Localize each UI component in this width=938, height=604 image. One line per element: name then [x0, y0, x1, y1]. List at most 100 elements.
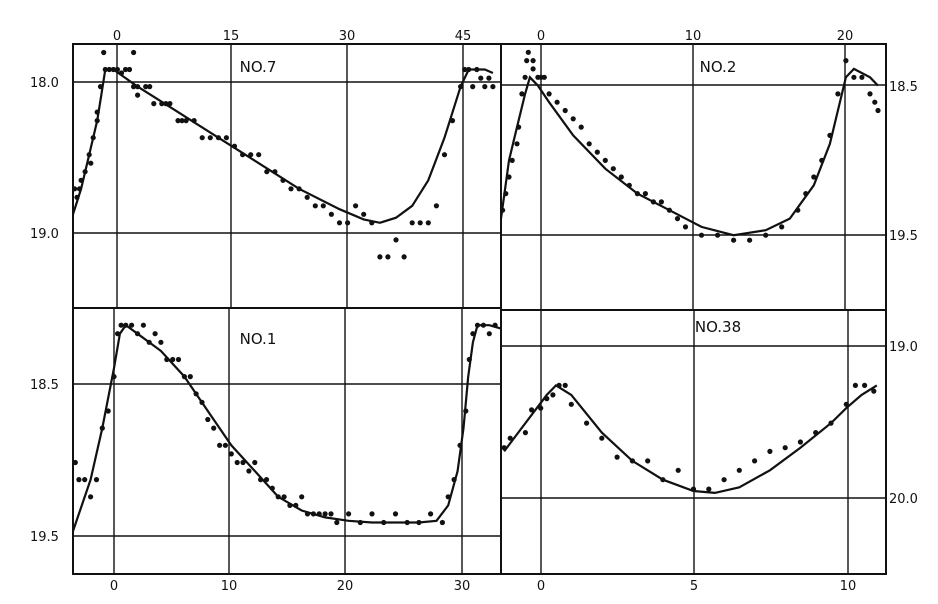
data-point-no38-17 [690, 486, 697, 492]
data-point-no2-41 [811, 174, 817, 180]
data-point-no7-25 [151, 101, 157, 107]
data-point-no38-25 [813, 430, 819, 436]
data-point-no7-8 [94, 118, 100, 124]
data-point-no1-22 [193, 391, 199, 397]
data-point-no7-55 [377, 254, 383, 260]
data-point-no38-18 [706, 486, 712, 492]
data-point-no7-46 [304, 194, 310, 200]
data-point-no1-55 [439, 519, 445, 526]
data-point-no7-71 [482, 84, 488, 90]
data-point-no2-22 [602, 157, 608, 163]
data-point-no1-32 [252, 459, 258, 466]
data-point-no1-10 [123, 322, 129, 328]
data-point-no7-16 [118, 70, 125, 76]
data-point-no1-19 [175, 356, 182, 363]
data-point-no2-28 [650, 199, 657, 205]
data-point-no7-68 [470, 84, 476, 90]
data-point-no7-47 [312, 203, 318, 209]
data-point-no2-16 [554, 99, 560, 105]
data-point-no7-69 [474, 66, 480, 73]
data-point-no2-39 [795, 207, 801, 213]
data-point-no1-5 [99, 425, 105, 431]
data-point-no1-12 [134, 331, 141, 337]
data-point-no1-37 [281, 494, 287, 500]
data-point-no7-45 [296, 186, 302, 192]
data-point-no1-17 [164, 356, 170, 363]
data-point-no1-58 [457, 442, 463, 448]
bottom-tick-no38-10: 10 [840, 579, 857, 594]
data-point-no1-8 [115, 331, 121, 337]
data-point-no1-38 [287, 502, 293, 508]
data-point-no38-8 [562, 382, 568, 388]
data-point-no2-47 [859, 74, 865, 80]
data-point-no2-44 [835, 91, 841, 97]
panel-title-no38: NO.38 [695, 318, 741, 336]
data-point-no2-9 [525, 49, 531, 55]
bottom-tick-no38-0: 0 [537, 579, 545, 594]
data-point-no38-20 [736, 467, 742, 473]
fit-curve-no7 [71, 68, 494, 224]
data-point-no1-48 [357, 519, 363, 526]
data-point-no1-26 [217, 442, 223, 448]
data-point-no7-59 [409, 220, 415, 226]
data-point-no7-49 [328, 211, 334, 217]
data-point-no38-27 [843, 401, 849, 407]
data-point-no38-1 [507, 435, 513, 441]
data-point-no38-10 [584, 420, 590, 426]
data-point-no2-1 [503, 191, 509, 197]
data-point-no2-14 [541, 74, 547, 80]
data-point-no38-22 [767, 448, 773, 454]
top-tick-no7-15: 15 [223, 29, 240, 44]
data-point-no38-3 [529, 407, 535, 413]
data-point-no2-3 [509, 157, 515, 163]
data-point-no2-19 [578, 124, 584, 130]
data-point-no7-64 [449, 118, 456, 124]
data-point-no1-35 [269, 485, 275, 491]
data-point-no38-7 [556, 382, 562, 388]
data-point-no2-36 [747, 237, 753, 243]
data-point-no1-1 [76, 477, 82, 483]
data-point-no1-47 [346, 511, 352, 517]
data-point-no1-43 [316, 511, 322, 517]
data-point-no1-53 [416, 519, 422, 526]
data-point-no38-16 [675, 467, 681, 473]
data-point-no1-31 [246, 468, 252, 474]
data-point-no2-23 [610, 166, 616, 172]
data-point-no2-42 [819, 157, 825, 163]
data-point-no1-62 [474, 322, 481, 328]
data-point-no7-1 [74, 194, 80, 200]
data-point-no38-15 [660, 477, 666, 483]
data-point-no7-57 [393, 237, 399, 243]
data-point-no38-28 [852, 382, 859, 388]
data-point-no2-33 [698, 232, 705, 238]
data-point-no2-21 [594, 149, 600, 155]
data-point-no2-6 [519, 91, 525, 97]
data-point-no1-11 [129, 322, 135, 328]
data-point-no1-65 [492, 322, 498, 328]
data-point-no1-64 [486, 331, 492, 337]
data-point-no7-48 [320, 203, 326, 209]
data-point-no38-11 [599, 435, 605, 441]
data-point-no1-25 [211, 425, 217, 431]
data-point-no7-73 [490, 84, 496, 90]
data-point-no2-2 [506, 174, 512, 180]
data-point-no38-26 [828, 420, 834, 426]
data-point-no38-4 [538, 405, 544, 411]
data-point-no1-60 [466, 356, 472, 363]
data-point-no7-26 [159, 101, 165, 107]
data-point-no7-37 [231, 143, 238, 149]
data-point-no7-20 [131, 84, 137, 90]
data-point-no1-45 [328, 511, 334, 517]
data-point-no7-10 [97, 84, 104, 90]
data-point-no1-16 [158, 339, 164, 345]
left-tick-no7-19.0: 19.0 [30, 227, 59, 242]
data-point-no38-2 [522, 430, 529, 436]
data-point-no1-24 [205, 416, 211, 423]
data-point-no7-52 [353, 203, 359, 209]
panel-title-no2: NO.2 [700, 58, 737, 76]
data-point-no1-9 [118, 322, 124, 328]
data-point-no7-4 [82, 169, 88, 175]
data-point-no7-67 [466, 66, 472, 73]
data-point-no7-72 [486, 75, 492, 81]
data-point-no7-19 [131, 49, 137, 56]
